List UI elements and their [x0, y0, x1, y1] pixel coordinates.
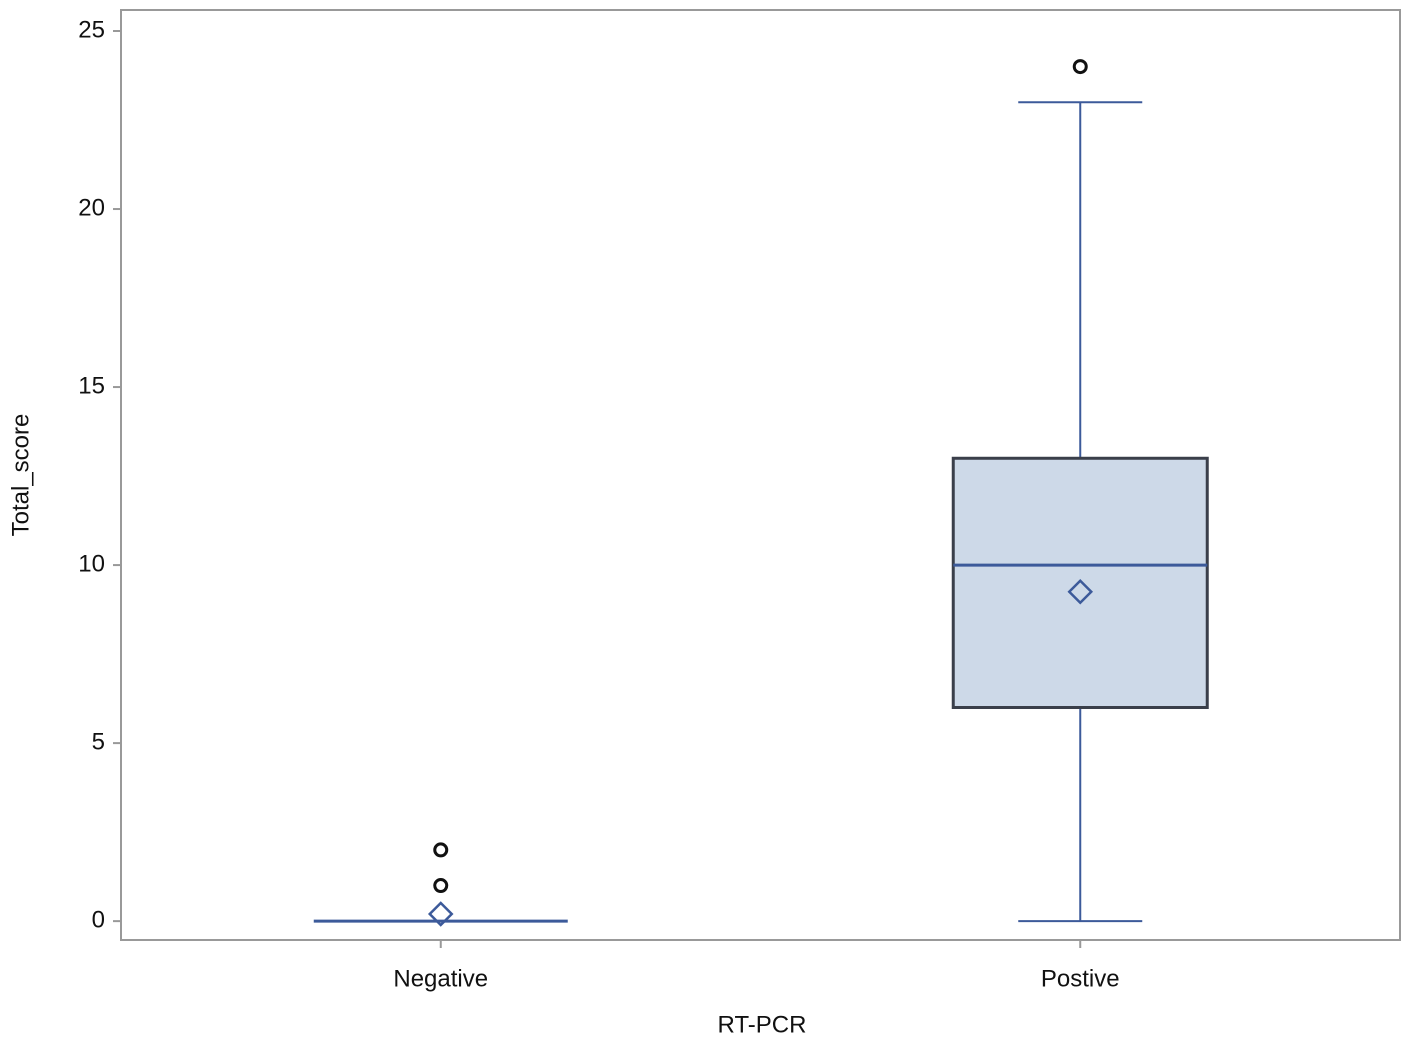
x-tick-label: Negative: [393, 965, 488, 992]
x-axis-label: RT-PCR: [718, 1011, 807, 1038]
mean-marker: [1067, 579, 1094, 605]
outlier: [433, 842, 449, 858]
y-tick-label: 25: [78, 16, 105, 43]
outlier: [1072, 59, 1088, 75]
y-tick-label: 0: [92, 906, 105, 933]
y-tick-label: 10: [78, 550, 105, 577]
y-axis-label: Total_score: [7, 414, 34, 537]
y-tick-label: 5: [92, 728, 105, 755]
x-tick-label: Postive: [1041, 965, 1120, 992]
box: [951, 456, 1209, 709]
mean-marker: [427, 901, 454, 927]
outlier: [433, 878, 449, 894]
y-tick-label: 15: [78, 372, 105, 399]
y-tick-label: 20: [78, 194, 105, 221]
plot-frame: [120, 9, 1401, 941]
